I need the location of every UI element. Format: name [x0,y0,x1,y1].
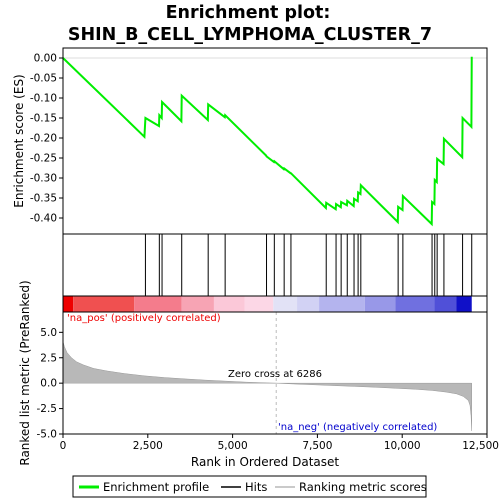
es-y-axis-label: Enrichment score (ES) [12,74,26,207]
es-y-tick-label: -0.30 [30,173,57,185]
heatmap-band [134,296,182,312]
ranking-metric-area [62,341,472,431]
legend-box [72,475,427,498]
es-y-tick-label: -0.05 [30,73,57,85]
chart-title-line2: SHIN_B_CELL_LYMPHOMA_CLUSTER_7 [68,25,432,45]
legend: Enrichment profile Hits Ranking metric s… [72,475,427,498]
es-y-tick-label: 0.00 [34,53,57,65]
zero-cross-label: Zero cross at 6286 [228,369,322,380]
legend-metric-label: Ranking metric scores [299,480,427,494]
es-y-tick-label: -0.15 [30,113,57,125]
x-tick-label: 2,500 [133,440,163,452]
hits-panel [62,233,488,313]
heatmap-band [73,296,135,312]
es-profile-line [62,56,473,227]
neg-label: 'na_neg' (negatively correlated) [278,422,437,433]
x-tick-label: 12,500 [462,440,499,452]
heatmap-band [63,296,74,312]
x-axis-label: Rank in Ordered Dataset [191,455,339,469]
heatmap-band [456,296,472,312]
metric-panel-frame [62,311,488,435]
pos-label: 'na_pos' (positively correlated) [67,313,221,324]
metric-y-tick-label: 5.0 [40,327,57,339]
x-tick-label: 7,500 [302,440,332,452]
es-y-tick-label: -0.20 [30,133,57,145]
metric-y-axis-label: Ranked list metric (PreRanked) [18,280,32,465]
es-panel [62,47,488,235]
heatmap-band [395,296,435,312]
legend-es-label: Enrichment profile [103,480,209,494]
metric-y-tick-label: 2.5 [40,352,57,364]
heatmap-band [273,296,298,312]
x-tick-label: 5,000 [218,440,248,452]
heatmap-band [181,296,214,312]
legend-hits-label: Hits [245,480,267,494]
x-tick-label: 0 [60,440,67,452]
es-panel-frame [62,47,488,235]
metric-y-tick-label: 0.0 [40,378,57,390]
es-y-tick-label: -0.25 [30,153,57,165]
es-y-tick-label: -0.35 [30,193,57,205]
es-y-tick-label: -0.40 [30,213,57,225]
es-y-tick-label: -0.10 [30,93,57,105]
heatmap-band [244,296,274,312]
heatmap-band [213,296,245,312]
heatmap-band [297,296,320,312]
chart-title-line1: Enrichment plot: [166,3,331,23]
heatmap-band [319,296,365,312]
metric-panel: Zero cross at 6286 'na_pos' (positively … [62,311,488,435]
metric-y-tick-label: -5.0 [37,429,58,441]
heatmap-band [364,296,396,312]
x-tick-label: 10,000 [384,440,421,452]
heatmap-band [434,296,457,312]
metric-y-tick-label: -2.5 [37,403,58,415]
